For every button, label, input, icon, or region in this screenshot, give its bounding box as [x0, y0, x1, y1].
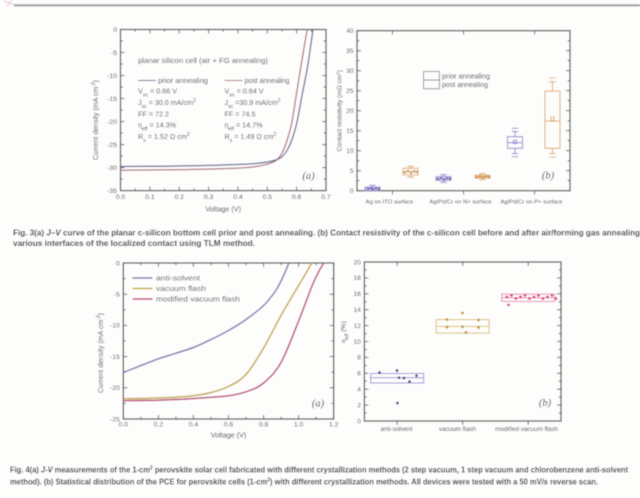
svg-text:0.8: 0.8	[259, 422, 269, 429]
svg-text:Voltage (V): Voltage (V)	[205, 205, 241, 214]
svg-text:Rs = 1.52 Ω cm2: Rs = 1.52 Ω cm2	[138, 132, 190, 144]
svg-text:modified vacuum flash: modified vacuum flash	[495, 426, 558, 433]
svg-text:20: 20	[354, 259, 362, 266]
svg-text:(a): (a)	[302, 171, 315, 182]
svg-text:FF = 72.2: FF = 72.2	[138, 109, 169, 118]
svg-text:-5: -5	[111, 50, 117, 57]
svg-text:0.7: 0.7	[321, 194, 331, 201]
svg-text:6: 6	[357, 371, 361, 378]
svg-text:Ag/Pd/Cr on P+ surface: Ag/Pd/Cr on P+ surface	[500, 200, 563, 206]
svg-text:anti-solvent: anti-solvent	[156, 274, 201, 283]
svg-text:Jsc = 30.0 mA/cm2: Jsc = 30.0 mA/cm2	[138, 98, 196, 110]
svg-text:0: 0	[116, 260, 120, 267]
svg-text:Fig. 3(a) J–V curve of the pla: Fig. 3(a) J–V curve of the planar c-sili…	[13, 228, 640, 237]
svg-text:(a): (a)	[312, 399, 325, 410]
svg-text:anti-solvent: anti-solvent	[380, 426, 412, 433]
svg-text:8: 8	[357, 355, 361, 362]
svg-text:-15: -15	[107, 96, 117, 103]
svg-text:0.4: 0.4	[189, 422, 199, 429]
svg-text:35: 35	[346, 48, 354, 55]
svg-text:vacuum flash: vacuum flash	[156, 284, 206, 293]
svg-text:(b): (b)	[542, 171, 555, 182]
svg-text:14: 14	[354, 307, 362, 314]
svg-text:0.1: 0.1	[145, 194, 155, 201]
svg-text:FF = 74.5: FF = 74.5	[225, 109, 256, 118]
svg-text:-20: -20	[107, 119, 117, 126]
svg-text:-20: -20	[110, 385, 120, 392]
svg-text:40: 40	[346, 28, 354, 35]
svg-text:planar silicon cell (air + FG: planar silicon cell (air + FG annealing)	[138, 56, 268, 65]
svg-text:(b): (b)	[539, 398, 552, 409]
svg-text:Current density (mA cm-2): Current density (mA cm-2)	[96, 313, 105, 393]
svg-text:Contact resistivity (mΩ cm2): Contact resistivity (mΩ cm2)	[335, 70, 344, 152]
svg-text:0.3: 0.3	[204, 194, 214, 201]
svg-text:ηeff = 14.7%: ηeff = 14.7%	[225, 121, 264, 133]
svg-text:-25: -25	[110, 416, 120, 423]
svg-text:0: 0	[113, 27, 117, 34]
svg-text:prior annealing: prior annealing	[158, 76, 208, 85]
svg-text:18: 18	[354, 275, 362, 282]
svg-text:0.0: 0.0	[116, 194, 126, 201]
svg-text:15: 15	[346, 128, 354, 135]
svg-text:0.2: 0.2	[154, 422, 164, 429]
svg-text:10: 10	[354, 339, 362, 346]
svg-text:0.2: 0.2	[174, 194, 184, 201]
svg-text:12: 12	[354, 323, 362, 330]
svg-text:30: 30	[346, 68, 354, 75]
svg-text:10: 10	[346, 148, 354, 155]
svg-text:ηeff (%): ηeff (%)	[341, 321, 351, 343]
svg-text:16: 16	[354, 291, 362, 298]
svg-text:Voltage (V): Voltage (V)	[211, 431, 247, 440]
svg-text:Rs = 1.49 Ω cm2: Rs = 1.49 Ω cm2	[225, 132, 277, 144]
svg-text:0.4: 0.4	[233, 194, 243, 201]
svg-text:-15: -15	[110, 354, 120, 361]
svg-text:0: 0	[350, 188, 354, 195]
svg-text:-10: -10	[110, 323, 120, 330]
svg-text:Fig. 4(a) J-V measurements of: Fig. 4(a) J-V measurements of the 1-cm2 …	[10, 466, 628, 475]
svg-text:25: 25	[346, 88, 354, 95]
svg-text:vacuum flash: vacuum flash	[439, 426, 477, 433]
svg-text:-5: -5	[114, 292, 120, 299]
svg-text:1.0: 1.0	[294, 422, 304, 429]
svg-text:-35: -35	[107, 188, 117, 195]
svg-text:-30: -30	[107, 165, 117, 172]
svg-text:0.0: 0.0	[119, 422, 129, 429]
svg-text:Ag on ITO surface: Ag on ITO surface	[366, 200, 414, 206]
svg-text:Current density (mA cm-2): Current density (mA cm-2)	[91, 80, 100, 160]
svg-text:2: 2	[357, 402, 361, 409]
svg-text:0: 0	[357, 418, 361, 425]
svg-text:various interfaces of the loca: various interfaces of the localized cont…	[13, 239, 255, 248]
svg-text:ηeff = 14.3%: ηeff = 14.3%	[138, 121, 177, 133]
svg-text:0.6: 0.6	[292, 194, 302, 201]
svg-text:4: 4	[357, 387, 361, 394]
svg-text:1.2: 1.2	[329, 422, 339, 429]
svg-text:Ag/Pd/Cr on N+ surface: Ag/Pd/Cr on N+ surface	[429, 200, 492, 206]
svg-text:0.5: 0.5	[263, 194, 273, 201]
svg-text:post annealing: post annealing	[442, 82, 488, 89]
svg-text:modified vacuum flash: modified vacuum flash	[156, 295, 240, 304]
svg-text:-25: -25	[107, 142, 117, 149]
svg-text:0.6: 0.6	[224, 422, 234, 429]
svg-text:Jsc =30.9 mA/cm2: Jsc =30.9 mA/cm2	[225, 98, 281, 110]
svg-text:method). (b) Statistical distr: method). (b) Statistical distribution of…	[10, 477, 598, 486]
svg-text:20: 20	[346, 108, 354, 115]
svg-text:-10: -10	[107, 73, 117, 80]
svg-text:post annealing: post annealing	[245, 76, 290, 85]
svg-text:5: 5	[350, 168, 354, 175]
svg-text:prior annealing: prior annealing	[442, 74, 490, 81]
